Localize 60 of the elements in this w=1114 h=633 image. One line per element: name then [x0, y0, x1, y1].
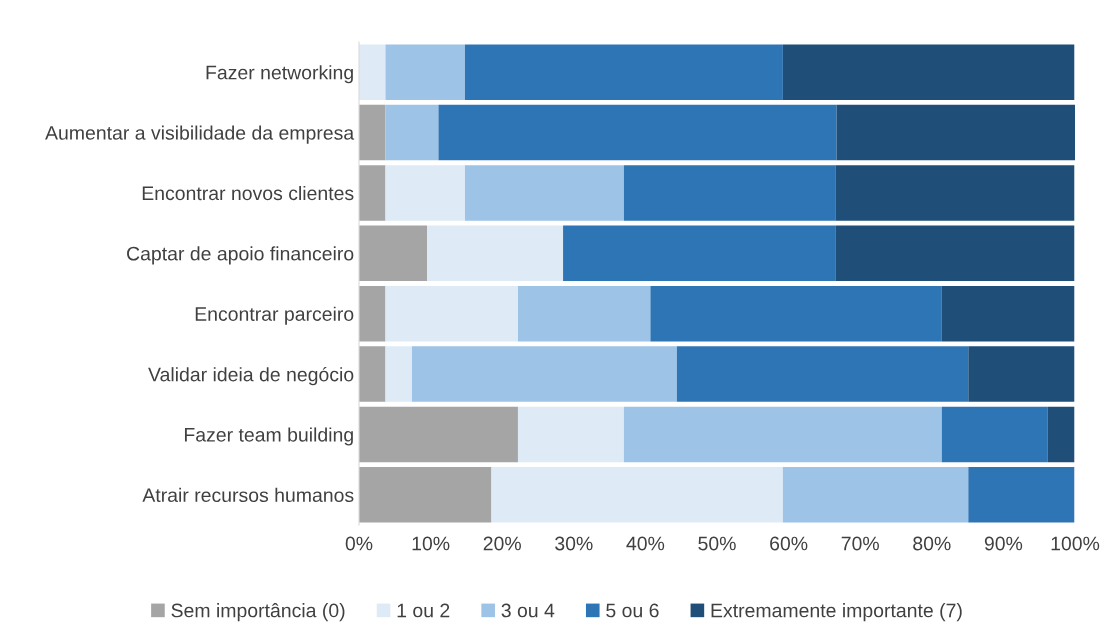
bar: [941, 285, 1075, 342]
y-tick-label: Captar de apoio financeiro: [127, 246, 354, 265]
bar: [359, 406, 518, 463]
y-tick-label: Validar ideia de negócio: [148, 366, 354, 386]
bar: [517, 406, 624, 463]
bar: [438, 104, 837, 161]
legend-label: Sem importância (0): [171, 603, 345, 622]
bar: [623, 406, 942, 463]
bar: [563, 225, 836, 282]
bar: [650, 285, 942, 342]
bar: [359, 346, 386, 402]
y-tick-label: Atrair recursos humanos: [142, 487, 354, 503]
bar: [968, 467, 1075, 523]
bar: [385, 104, 439, 161]
x-tick-label: 50%: [698, 536, 736, 551]
legend-label: 1 ou 2: [397, 603, 450, 618]
legend-label: Extremamente importante (7): [711, 603, 962, 622]
bar: [968, 346, 1075, 402]
bar: [836, 104, 1075, 161]
bar: [359, 165, 386, 221]
bar: [835, 225, 1075, 282]
x-tick-label: 40%: [626, 536, 665, 551]
bar: [359, 225, 428, 282]
y-tick-label: Encontrar novos clientes: [142, 185, 354, 201]
bar: [385, 44, 465, 100]
bar: [782, 467, 969, 523]
bar: [676, 346, 969, 402]
x-tick-label: 100%: [1051, 536, 1100, 551]
y-tick-label: Fazer networking: [206, 65, 353, 84]
bar: [517, 285, 651, 342]
bar: [464, 44, 783, 100]
bar: [623, 165, 836, 221]
x-tick-label: 70%: [841, 536, 879, 551]
legend-label: 5 ou 6: [606, 603, 659, 618]
bar: [385, 346, 412, 402]
bar: [491, 467, 783, 523]
bar: [359, 44, 386, 100]
bar: [464, 165, 624, 221]
legend-label: 3 ou 4: [501, 603, 555, 618]
bar: [359, 285, 386, 342]
bar: [385, 165, 465, 221]
bar: [1047, 406, 1075, 463]
bar: [359, 467, 492, 523]
x-tick-label: 80%: [913, 536, 951, 551]
bar: [941, 406, 1048, 463]
bar: [385, 285, 518, 342]
x-tick-label: 90%: [984, 536, 1023, 551]
y-tick-label: Fazer team building: [184, 427, 353, 446]
x-tick-label: 20%: [483, 536, 521, 551]
bar: [427, 225, 564, 282]
bar: [782, 44, 1075, 100]
y-tick-label: Encontrar parceiro: [195, 306, 354, 325]
x-tick-label: 30%: [555, 536, 593, 551]
x-tick-label: 60%: [770, 536, 808, 551]
y-tick-label: Aumentar a visibilidade da empresa: [45, 125, 355, 144]
x-tick-label: 10%: [412, 536, 450, 551]
bar: [359, 104, 386, 161]
bar: [411, 346, 677, 402]
x-tick-label: 0%: [345, 536, 373, 551]
bar: [835, 165, 1075, 221]
